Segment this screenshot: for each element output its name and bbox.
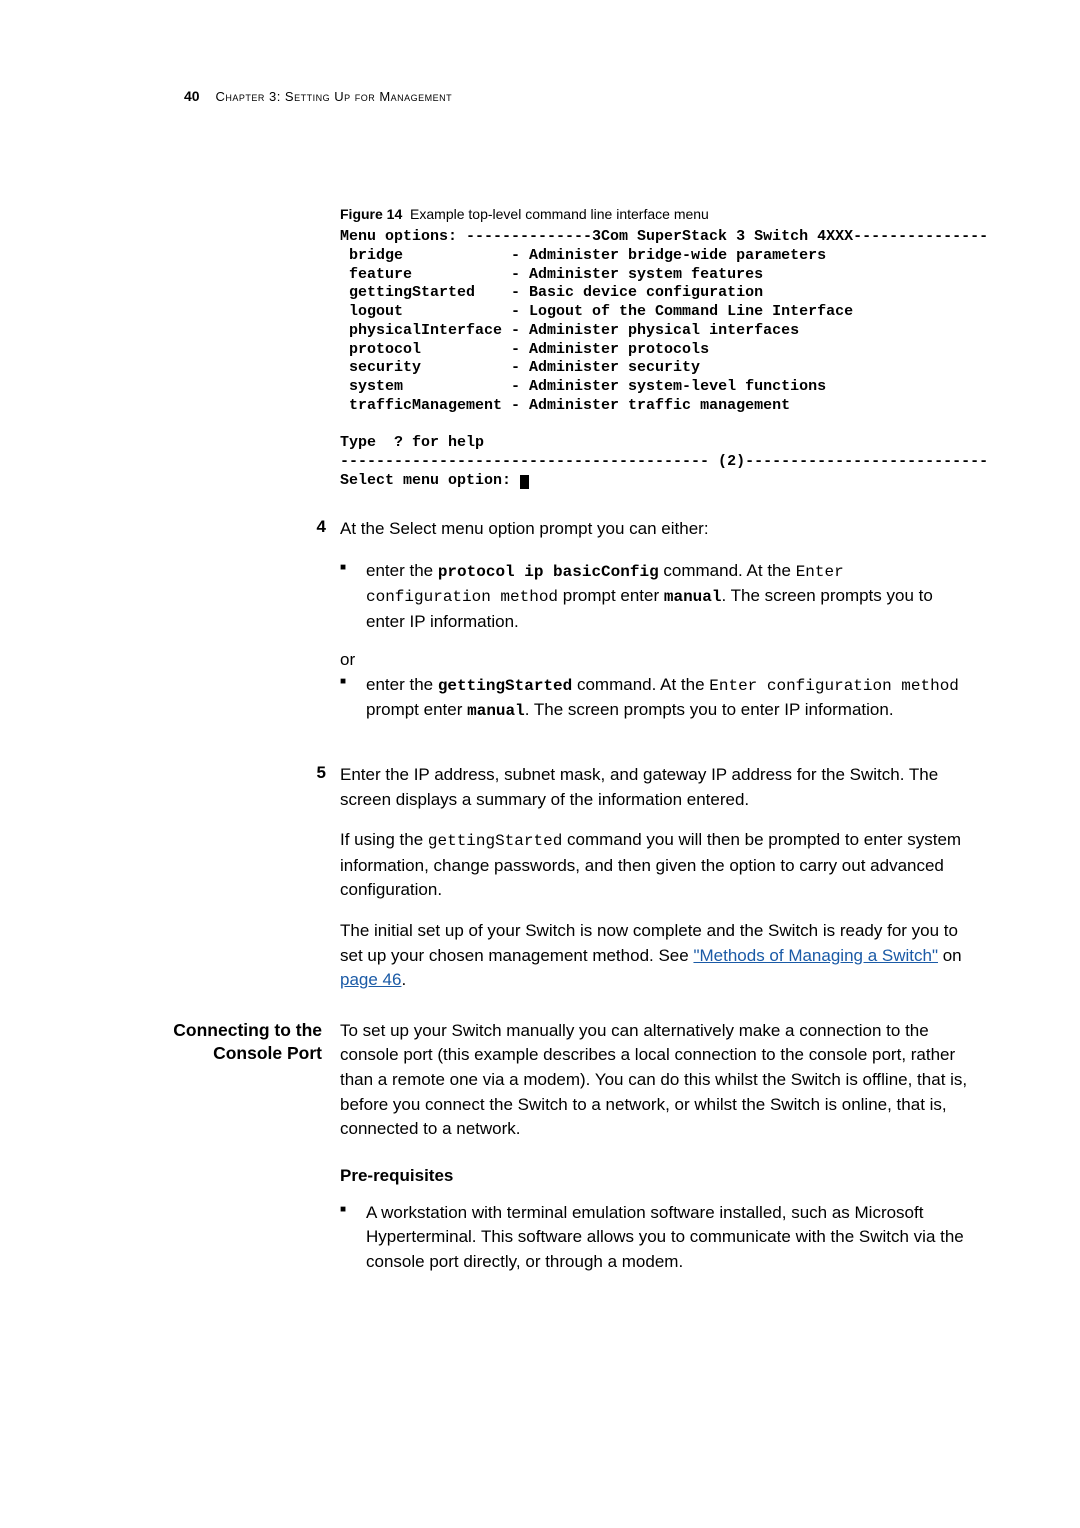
paragraph-getting-started: If using the gettingStarted command you …	[340, 828, 972, 902]
step-5-text: Enter the IP address, subnet mask, and g…	[340, 763, 972, 812]
step-number: 4	[108, 517, 340, 738]
figure-caption: Figure 14 Example top-level command line…	[340, 206, 972, 222]
page-number: 40	[184, 88, 200, 104]
step-4: 4 At the Select menu option prompt you c…	[108, 517, 972, 738]
step-5: 5 Enter the IP address, subnet mask, and…	[108, 763, 972, 812]
page-header: 40 Chapter 3: Setting Up for Management	[184, 88, 972, 104]
paragraph-initial-setup: The initial set up of your Switch is now…	[340, 919, 972, 993]
connecting-console-section: Connecting to the Console Port To set up…	[108, 1019, 972, 1275]
page-46-link[interactable]: page 46	[340, 970, 401, 989]
prerequisites-heading: Pre-requisites	[340, 1164, 972, 1189]
step-number: 5	[108, 763, 340, 812]
step-4-bullet-1: enter the protocol ip basicConfig comman…	[340, 559, 972, 634]
methods-link[interactable]: "Methods of Managing a Switch"	[693, 946, 938, 965]
terminal-output: Menu options: --------------3Com SuperSt…	[340, 228, 972, 491]
step-4-bullet-2: enter the gettingStarted command. At the…	[340, 673, 972, 723]
step-4-or: or	[340, 648, 972, 673]
connecting-console-body: To set up your Switch manually you can a…	[340, 1019, 972, 1142]
prerequisite-bullet: A workstation with terminal emulation so…	[340, 1201, 972, 1275]
section-heading: Connecting to the Console Port	[108, 1019, 340, 1275]
cursor-icon	[520, 475, 529, 489]
step-4-intro: At the Select menu option prompt you can…	[340, 517, 972, 542]
chapter-title: Chapter 3: Setting Up for Management	[215, 89, 452, 104]
figure-label: Figure 14	[340, 206, 402, 222]
figure-caption-text: Example top-level command line interface…	[410, 206, 709, 222]
